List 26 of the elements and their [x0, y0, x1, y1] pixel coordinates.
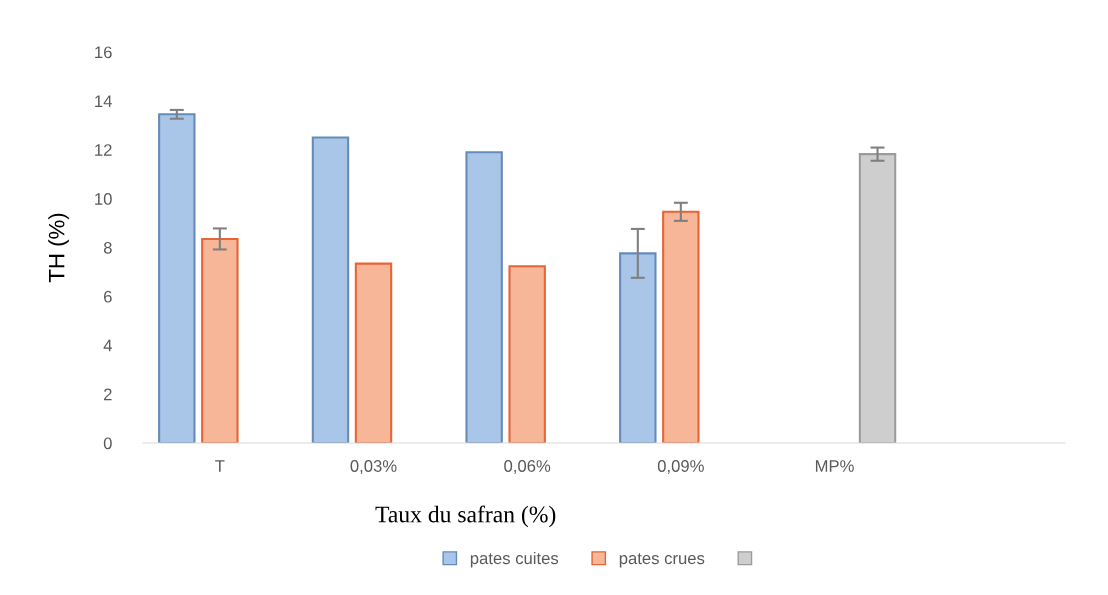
- x-tick-label: T: [215, 460, 225, 472]
- x-tick-label: 0,09%: [657, 460, 704, 474]
- y-tick-label: 2: [104, 388, 112, 401]
- bar: [465, 151, 503, 443]
- legend-label: pates cuites: [470, 551, 559, 568]
- bar: [311, 136, 350, 443]
- x-tick-label: MP%: [815, 460, 854, 472]
- x-axis-title: Taux du safran (%): [375, 505, 556, 528]
- y-tick-label: 8: [103, 241, 112, 254]
- x-tick-label: 0,03%: [350, 460, 397, 474]
- y-tick-label: 14: [95, 95, 112, 107]
- y-axis-title: TH (%): [48, 213, 69, 283]
- y-tick-label: 10: [95, 193, 112, 205]
- y-tick-label: 12: [95, 144, 112, 156]
- bar: [619, 252, 657, 443]
- bar: [158, 113, 196, 443]
- y-tick-label: 4: [103, 339, 112, 352]
- y-tick-label: 0: [103, 437, 112, 450]
- bar: [201, 237, 239, 443]
- bar: [508, 265, 546, 443]
- y-tick-label: 6: [104, 290, 112, 303]
- legend-label: pates crues: [619, 553, 705, 568]
- y-tick-label: 16: [95, 46, 112, 59]
- x-tick-label: 0,06%: [504, 460, 551, 474]
- bar: [354, 262, 393, 443]
- bar: [662, 210, 700, 443]
